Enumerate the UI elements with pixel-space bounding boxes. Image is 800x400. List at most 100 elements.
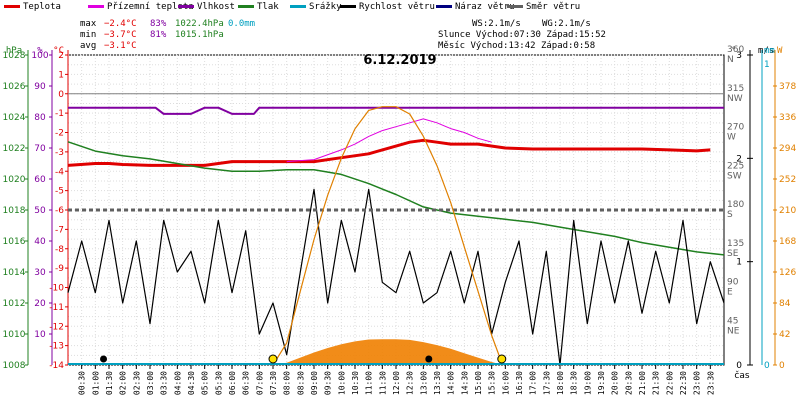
tick-label-dir: NE bbox=[727, 326, 740, 336]
x-tick-label: 06:00 bbox=[228, 371, 237, 395]
x-tick-label: 11:30 bbox=[378, 371, 387, 395]
tick-label-W: 210 bbox=[779, 206, 796, 216]
x-tick-label: 16:00 bbox=[501, 371, 510, 395]
moon-marker bbox=[100, 355, 108, 363]
stat-min-temp: −3.7°C bbox=[104, 30, 137, 40]
tick-label-celsius: -11 bbox=[49, 303, 64, 313]
legend-label: Přízemní teplota bbox=[107, 2, 194, 12]
tick-label-celsius: 1 bbox=[58, 70, 64, 80]
tick-label-W: 252 bbox=[779, 175, 796, 185]
tick-label-celsius: -9 bbox=[55, 264, 64, 274]
tick-label-celsius: -1 bbox=[55, 109, 64, 119]
x-tick-label: 08:30 bbox=[296, 371, 305, 395]
x-tick-label: 20:00 bbox=[611, 371, 620, 395]
tick-label-percent: 20 bbox=[34, 299, 46, 309]
x-tick-label: 07:30 bbox=[269, 371, 278, 395]
tick-label-celsius: -5 bbox=[55, 187, 64, 197]
stat-avg-temp: −3.1°C bbox=[104, 41, 137, 51]
x-tick-label: 05:00 bbox=[201, 371, 210, 395]
x-tick-label: 14:30 bbox=[460, 371, 469, 395]
x-tick-label: 02:30 bbox=[132, 371, 141, 395]
legend: Teplota Přízemní teplota Vlhkost Tlak Srážky… bbox=[0, 0, 800, 14]
tick-label-W: 294 bbox=[779, 144, 796, 154]
tick-label-deg: 270 bbox=[727, 123, 744, 133]
x-tick-label: 08:00 bbox=[283, 371, 292, 395]
tick-label-celsius: 0 bbox=[58, 90, 64, 100]
tick-label-deg: 225 bbox=[727, 161, 744, 171]
legend-swatch bbox=[436, 5, 452, 8]
tick-label-ms: 1 bbox=[736, 258, 742, 268]
tick-label-celsius: -14 bbox=[49, 361, 64, 371]
tick-label-hPa: 1026 bbox=[3, 82, 26, 92]
stat-ws: WS:2.1m/s bbox=[472, 19, 521, 29]
series-line-2 bbox=[68, 106, 724, 115]
x-tick-label: 01:30 bbox=[105, 371, 114, 395]
legend-label: Vlhkost bbox=[197, 2, 235, 12]
tick-label-celsius: -13 bbox=[49, 342, 64, 352]
x-axis-label: čas bbox=[734, 370, 749, 381]
x-tick-label: 21:30 bbox=[652, 371, 661, 395]
tick-label-deg: 135 bbox=[727, 239, 744, 249]
tick-label-W: 336 bbox=[779, 113, 796, 123]
x-tick-label: 15:00 bbox=[474, 371, 483, 395]
tick-label-celsius: -7 bbox=[55, 225, 64, 235]
x-tick-label: 21:00 bbox=[638, 371, 647, 395]
x-tick-label: 13:30 bbox=[433, 371, 442, 395]
stat-min-hum: 81% bbox=[150, 30, 167, 40]
x-tick-label: 22:00 bbox=[665, 371, 674, 395]
x-tick-label: 18:30 bbox=[570, 371, 579, 395]
series-line-0 bbox=[67, 138, 711, 167]
x-tick-label: 15:30 bbox=[488, 371, 497, 395]
tick-label-deg: 45 bbox=[727, 316, 738, 326]
stat-min-label: min bbox=[80, 30, 97, 40]
series-line-6 bbox=[272, 106, 504, 366]
tick-label-hPa: 1018 bbox=[3, 206, 26, 216]
stat-avg-label: avg bbox=[80, 41, 97, 51]
chart-title: 6.12.2019 bbox=[363, 53, 436, 68]
x-tick-label: 01:00 bbox=[91, 371, 100, 395]
tick-label-dir: W bbox=[727, 133, 736, 143]
x-tick-label: 04:30 bbox=[187, 371, 196, 395]
x-tick-label: 19:00 bbox=[583, 371, 592, 395]
legend-swatch bbox=[238, 5, 254, 8]
x-tick-label: 23:00 bbox=[693, 371, 702, 395]
legend-item-5: Rychlost větru bbox=[340, 2, 435, 12]
x-tick-label: 09:00 bbox=[310, 371, 319, 395]
tick-label-celsius: -4 bbox=[55, 167, 64, 177]
axis-title-percent: % bbox=[37, 46, 43, 56]
x-tick-label: 17:00 bbox=[529, 371, 538, 395]
tick-label-dir: E bbox=[727, 288, 733, 298]
tick-label-percent: 100 bbox=[31, 51, 48, 61]
x-tick-label: 02:00 bbox=[119, 371, 128, 395]
stat-wg: WG:2.1m/s bbox=[542, 19, 591, 29]
tick-label-W: 378 bbox=[779, 82, 796, 92]
x-tick-label: 10:00 bbox=[337, 371, 346, 395]
sun-marker bbox=[497, 354, 507, 364]
legend-label: Náraz větru bbox=[455, 2, 515, 12]
stat-sun-times: Slunce Východ:07:30 Západ:15:52 bbox=[438, 30, 606, 40]
stat-max-label: max bbox=[80, 19, 97, 29]
tick-label-deg: 180 bbox=[727, 200, 744, 210]
legend-swatch bbox=[290, 5, 306, 8]
axis-title-ms: m/s bbox=[758, 46, 774, 56]
tick-label-percent: 40 bbox=[34, 237, 46, 247]
series-line-4 bbox=[67, 188, 725, 366]
legend-label: Teplota bbox=[23, 2, 61, 12]
tick-label-W: 84 bbox=[779, 299, 791, 309]
tick-label-hPa: 1024 bbox=[3, 113, 26, 123]
x-tick-label: 22:30 bbox=[679, 371, 688, 395]
axis-title-hPa: hPa bbox=[6, 46, 22, 56]
tick-label-dir: S bbox=[727, 210, 733, 220]
stat-max-rain: 0.0mm bbox=[228, 19, 256, 29]
x-tick-label: 12:30 bbox=[406, 371, 415, 395]
x-tick-label: 18:00 bbox=[556, 371, 565, 395]
x-tick-label: 09:30 bbox=[324, 371, 333, 395]
tick-label-W: 0 bbox=[779, 361, 785, 371]
legend-swatch bbox=[507, 5, 523, 8]
legend-item-4: Srážky bbox=[290, 2, 342, 12]
tick-label-ms: 2 bbox=[736, 154, 742, 164]
tick-label-percent: 90 bbox=[34, 82, 46, 92]
x-tick-label: 12:00 bbox=[392, 371, 401, 395]
legend-item-2: Vlhkost bbox=[178, 2, 235, 12]
tick-label-hPa: 1020 bbox=[3, 175, 26, 185]
